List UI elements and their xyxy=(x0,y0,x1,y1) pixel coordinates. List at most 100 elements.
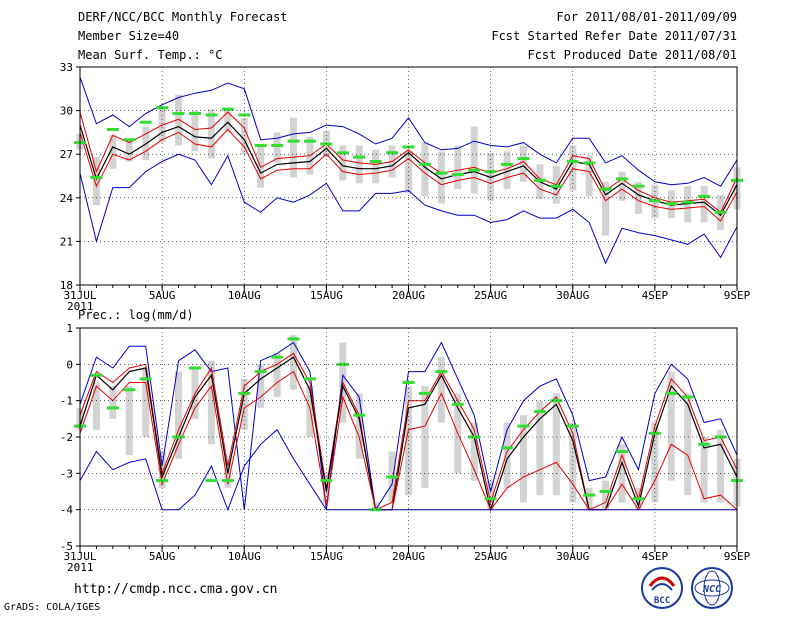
temp-spread-box xyxy=(700,186,708,223)
temp-xtick-label: 4SEP xyxy=(642,289,669,302)
temp-observed-marker xyxy=(386,151,399,155)
ncc-logo-text: NCC xyxy=(702,584,721,595)
bcc-logo-text: BCC xyxy=(654,596,670,606)
precip-spread-box xyxy=(306,386,314,437)
precip-spread-box xyxy=(487,480,495,510)
precip-spread-box xyxy=(684,393,692,496)
temp-spread-box xyxy=(125,141,133,162)
temp-spread-box xyxy=(487,152,495,201)
temp-observed-marker xyxy=(418,162,431,166)
precip-spread-box xyxy=(372,502,380,510)
precip-spread-box xyxy=(273,353,281,398)
precip-ytick-label: -3 xyxy=(60,467,73,480)
temp-ytick-label: 18 xyxy=(60,279,73,292)
temp-observed-marker xyxy=(517,157,530,161)
temp-observed-marker xyxy=(238,113,251,117)
temp-observed-marker xyxy=(698,194,711,198)
ncc-logo: NCC xyxy=(690,566,734,610)
precip-spread-box xyxy=(700,437,708,503)
precip-spread-box xyxy=(290,335,298,390)
precip-spread-box xyxy=(569,422,577,503)
temp-observed-marker xyxy=(254,143,267,147)
precip-observed-marker xyxy=(435,370,448,374)
precip-spread-box xyxy=(142,367,150,437)
precip-observed-marker xyxy=(139,377,152,381)
temp-observed-marker xyxy=(599,187,612,191)
temp-ytick-label: 33 xyxy=(60,61,73,74)
precip-xtick-label: 10AUG xyxy=(228,550,261,563)
temp-spread-box xyxy=(224,110,232,131)
temp-spread-box xyxy=(92,157,100,206)
precip-xtick-label: 30AUG xyxy=(556,550,589,563)
precip-spread-box xyxy=(92,382,100,430)
temp-xtick-label: 25AUG xyxy=(474,289,507,302)
precip-mean-minus-std-line xyxy=(79,370,738,511)
precip-xtick-label: 4SEP xyxy=(642,550,669,563)
temp-spread-box xyxy=(569,145,577,191)
precip-observed-marker xyxy=(517,424,530,428)
precip-ytick-label: 0 xyxy=(66,358,73,371)
temp-observed-marker xyxy=(501,162,514,166)
figure-title: DERF/NCC/BCC Monthly Forecast xyxy=(78,10,288,24)
precip-spread-box xyxy=(125,386,133,456)
precip-ytick-label: 1 xyxy=(66,322,73,335)
temp-spread-box xyxy=(421,142,429,197)
precip-spread-box xyxy=(536,400,544,496)
temp-observed-marker xyxy=(550,184,563,188)
precip-observed-marker xyxy=(123,388,136,392)
temp-observed-marker xyxy=(402,145,415,149)
temp-observed-marker xyxy=(90,175,103,179)
precip-observed-marker xyxy=(648,431,661,435)
temp-spread-box xyxy=(273,132,281,163)
temp-spread-box xyxy=(470,126,478,194)
temp-observed-marker xyxy=(271,143,284,147)
temp-spread-box xyxy=(684,186,692,223)
temp-observed-marker xyxy=(336,151,349,155)
member-size-label: Member Size=40 xyxy=(78,29,180,43)
precip-observed-marker xyxy=(287,337,300,341)
temp-observed-marker xyxy=(320,142,333,146)
precip-observed-marker xyxy=(468,435,481,439)
temp-spread-box xyxy=(290,117,298,178)
temp-spread-box xyxy=(191,110,199,152)
precip-ytick-label: -4 xyxy=(60,504,74,517)
precip-observed-marker xyxy=(533,410,546,414)
temp-observed-marker xyxy=(123,138,136,142)
temp-observed-marker xyxy=(533,178,546,182)
temp-observed-marker xyxy=(468,168,481,172)
precip-spread-box xyxy=(109,386,117,419)
source-url-link[interactable]: http://cmdp.ncc.cma.gov.cn xyxy=(74,582,278,597)
temp-observed-marker xyxy=(632,184,645,188)
temp-observed-marker xyxy=(369,159,382,163)
precip-observed-marker xyxy=(583,493,596,497)
temp-xtick-label: 31JUL xyxy=(63,289,96,302)
temp-spread-box xyxy=(405,151,412,194)
precip-observed-marker xyxy=(336,362,349,366)
fcst-started-label: Fcst Started Refer Date 2011/07/31 xyxy=(491,29,737,43)
temp-observed-marker xyxy=(583,161,596,165)
temp-xtick-label: 9SEP xyxy=(724,289,751,302)
precip-spread-box xyxy=(552,393,560,496)
temp-observed-marker xyxy=(714,210,727,214)
precip-observed-marker xyxy=(484,497,497,501)
precip-observed-marker xyxy=(451,402,464,406)
precip-observed-marker xyxy=(106,406,119,410)
temp-ytick-label: 24 xyxy=(60,192,74,205)
precip-xtick-label: 31JUL xyxy=(63,550,96,563)
precip-xtick-label: 25AUG xyxy=(474,550,507,563)
precip-observed-marker xyxy=(681,395,694,399)
temp-xtick-label: 20AUG xyxy=(392,289,425,302)
temp-spread-box xyxy=(339,145,347,181)
temp-mean-plus-std-line xyxy=(79,111,738,214)
temp-spread-box xyxy=(158,109,166,143)
precip-observed-marker xyxy=(172,435,185,439)
precip-observed-marker xyxy=(386,475,399,479)
precip-observed-marker xyxy=(402,381,415,384)
precip-observed-marker xyxy=(599,490,612,493)
temp-observed-marker xyxy=(451,173,464,177)
temp-xtick-label: 15AUG xyxy=(310,289,343,302)
temp-spread-box xyxy=(240,117,248,155)
temp-observed-marker xyxy=(106,127,119,131)
